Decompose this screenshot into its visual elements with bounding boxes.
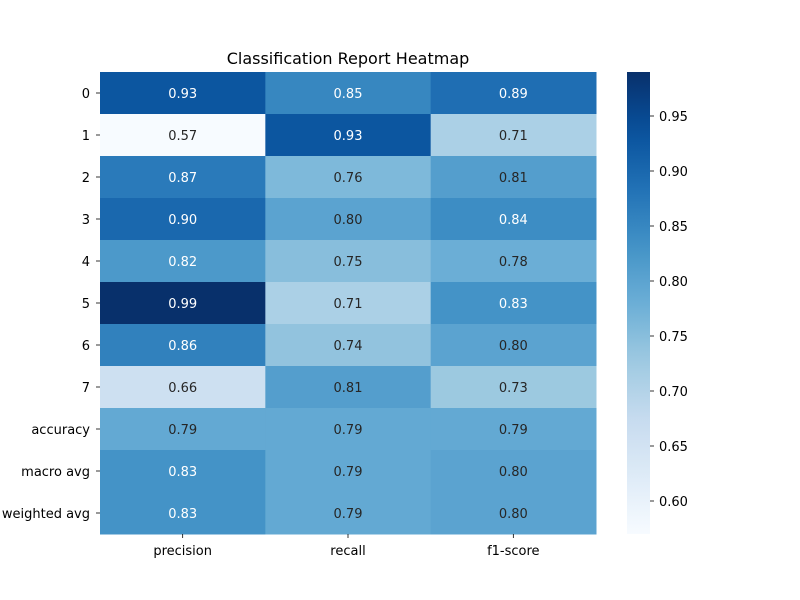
heatmap-cell — [265, 198, 432, 241]
column-label: precision — [153, 544, 212, 559]
heatmap-cell — [430, 240, 597, 283]
cell-value-label: 0.81 — [499, 171, 528, 186]
heatmap-cell — [265, 72, 432, 115]
cell-value-label: 0.75 — [334, 255, 363, 270]
cell-value-label: 0.79 — [334, 423, 363, 438]
colorbar-tick-label: 0.70 — [659, 385, 688, 400]
cell-value-label: 0.78 — [499, 255, 528, 270]
heatmap-cell — [265, 492, 432, 535]
heatmap-cell — [100, 156, 266, 199]
colorbar-tick-label: 0.60 — [659, 495, 688, 510]
cell-value-label: 0.83 — [499, 297, 528, 312]
row-label: 2 — [82, 171, 90, 186]
heatmap-cell — [100, 114, 266, 157]
row-label: 4 — [82, 255, 90, 270]
row-label: 1 — [82, 129, 90, 144]
cell-value-label: 0.66 — [168, 381, 197, 396]
heatmap-cell — [265, 282, 432, 325]
heatmap-cells: 0.93 0.85 0.89 0.57 0.93 0.71 0.87 0.76 0.81 0.90… — [100, 72, 597, 535]
cell-value-label: 0.79 — [168, 423, 197, 438]
colorbar-tick-label: 0.85 — [659, 220, 688, 235]
colorbar-tick-label: 0.80 — [659, 275, 688, 290]
row-label: 7 — [82, 381, 90, 396]
cell-value-label: 0.85 — [334, 87, 363, 102]
heatmap-cell — [265, 240, 432, 283]
heatmap-cell — [430, 492, 597, 535]
heatmap-cell — [100, 72, 266, 115]
heatmap-cell — [100, 240, 266, 283]
heatmap-cell — [265, 450, 432, 493]
heatmap-cell — [265, 114, 432, 157]
heatmap-cell — [430, 114, 597, 157]
cell-value-label: 0.73 — [499, 381, 528, 396]
colorbar-tick-label: 0.95 — [659, 110, 688, 125]
colorbar: 0.60 0.65 0.70 0.75 0.80 0.85 0.90 0.95 — [627, 72, 688, 534]
cell-value-label: 0.93 — [168, 87, 197, 102]
cell-value-label: 0.76 — [334, 171, 363, 186]
cell-value-label: 0.81 — [334, 381, 363, 396]
heatmap-cell — [430, 282, 597, 325]
heatmap-cell — [100, 492, 266, 535]
cell-value-label: 0.57 — [168, 129, 197, 144]
row-label: weighted avg — [2, 507, 90, 522]
row-label: 0 — [82, 87, 90, 102]
cell-value-label: 0.80 — [499, 465, 528, 480]
colorbar-gradient — [627, 72, 650, 534]
cell-value-label: 0.74 — [334, 339, 363, 354]
heatmap-cell — [100, 282, 266, 325]
heatmap-cell — [430, 366, 597, 409]
colorbar-tick-label: 0.65 — [659, 440, 688, 455]
heatmap-cell — [430, 156, 597, 199]
heatmap-cell — [430, 450, 597, 493]
row-label: macro avg — [21, 465, 90, 480]
heatmap-cell — [100, 408, 266, 451]
heatmap-cell — [265, 408, 432, 451]
chart-title: Classification Report Heatmap — [227, 49, 470, 68]
cell-value-label: 0.89 — [499, 87, 528, 102]
cell-value-label: 0.90 — [168, 213, 197, 228]
cell-value-label: 0.86 — [168, 339, 197, 354]
heatmap-cell — [430, 72, 597, 115]
colorbar-tick-label: 0.90 — [659, 165, 688, 180]
cell-value-label: 0.83 — [168, 465, 197, 480]
cell-value-label: 0.79 — [334, 507, 363, 522]
heatmap-cell — [100, 198, 266, 241]
cell-value-label: 0.80 — [334, 213, 363, 228]
cell-value-label: 0.71 — [499, 129, 528, 144]
cell-value-label: 0.82 — [168, 255, 197, 270]
cell-value-label: 0.83 — [168, 507, 197, 522]
row-label: accuracy — [31, 423, 90, 438]
column-labels: precision recall f1-score — [153, 534, 540, 559]
cell-value-label: 0.80 — [499, 339, 528, 354]
column-label: f1-score — [487, 544, 539, 559]
heatmap-cell — [265, 156, 432, 199]
heatmap-cell — [430, 324, 597, 367]
cell-value-label: 0.71 — [334, 297, 363, 312]
row-label: 3 — [82, 213, 90, 228]
colorbar-tick-label: 0.75 — [659, 330, 688, 345]
cell-value-label: 0.79 — [499, 423, 528, 438]
row-labels: 0 1 2 3 4 5 6 7 accuracy macro avg weighted avg — [2, 87, 100, 522]
heatmap-cell — [100, 366, 266, 409]
cell-value-label: 0.84 — [499, 213, 528, 228]
heatmap-cell — [265, 324, 432, 367]
heatmap-cell — [100, 450, 266, 493]
cell-value-label: 0.99 — [168, 297, 197, 312]
cell-value-label: 0.87 — [168, 171, 197, 186]
heatmap-cell — [430, 198, 597, 241]
cell-value-label: 0.79 — [334, 465, 363, 480]
row-label: 6 — [82, 339, 90, 354]
heatmap-cell — [430, 408, 597, 451]
cell-value-label: 0.80 — [499, 507, 528, 522]
row-label: 5 — [82, 297, 90, 312]
column-label: recall — [330, 544, 365, 559]
heatmap-cell — [100, 324, 266, 367]
cell-value-label: 0.93 — [334, 129, 363, 144]
heatmap-cell — [265, 366, 432, 409]
